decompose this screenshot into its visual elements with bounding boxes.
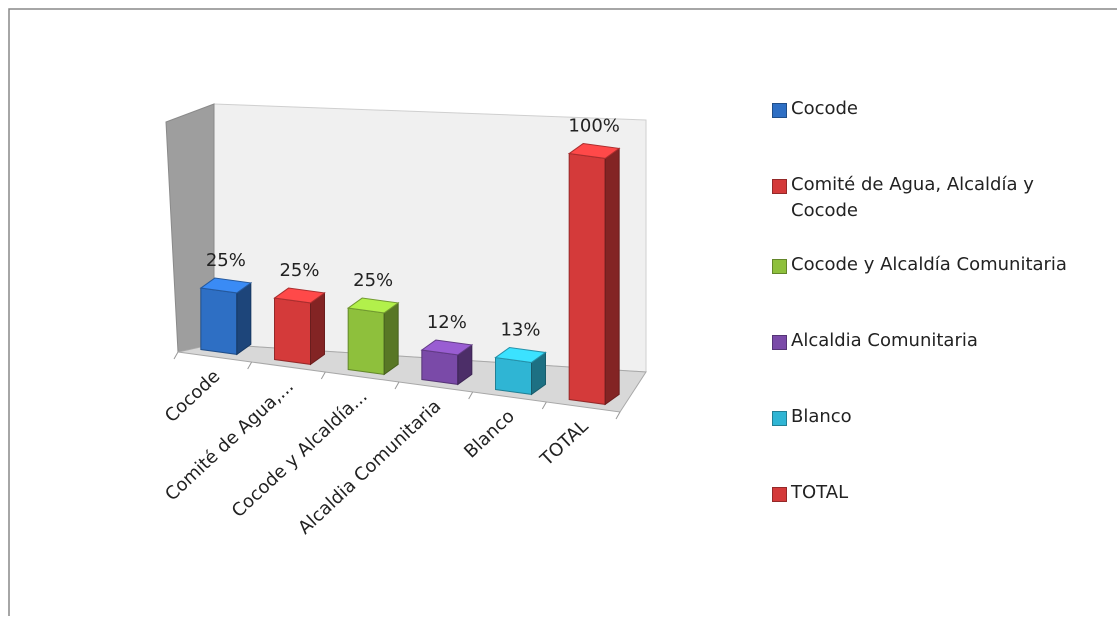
- legend-label: Blanco: [791, 406, 852, 427]
- legend-label: Comité de Agua, Alcaldía y Cocode: [791, 174, 1034, 221]
- legend-swatch: [772, 259, 787, 274]
- x-axis-tick: [173, 351, 179, 360]
- bar-top-face: [273, 287, 326, 304]
- bar-5: [494, 347, 547, 396]
- legend-item-1: Cocode: [772, 96, 1112, 122]
- bar-side-face: [236, 281, 252, 356]
- legend-label: Alcaldia Comunitaria: [791, 330, 978, 351]
- bar-side-face: [383, 301, 399, 376]
- legend-swatch: [772, 179, 787, 194]
- x-axis-tick: [394, 381, 400, 390]
- legend-swatch: [772, 103, 787, 118]
- data-label-3: 25%: [353, 270, 393, 291]
- legend-label: Cocode: [791, 98, 858, 119]
- x-axis-tick: [320, 371, 326, 380]
- bar-front-face: [274, 297, 311, 366]
- data-label-2: 25%: [279, 260, 319, 281]
- legend-item-2: Comité de Agua, Alcaldía y Cocode: [772, 172, 1112, 224]
- bar-6: [567, 143, 621, 406]
- bar-front-face: [347, 307, 385, 376]
- bar-2: [273, 287, 326, 366]
- bar-front-face: [568, 152, 606, 406]
- legend-swatch: [772, 411, 787, 426]
- data-labels-group: 25% 25% 25% 12% 13% 100%: [206, 116, 620, 341]
- x-tick-label-6: TOTAL: [536, 416, 593, 471]
- legend-swatch: [772, 487, 787, 502]
- x-tick-label-3: Cocode y Alcaldía...: [228, 386, 372, 522]
- legend-label: TOTAL: [791, 482, 849, 503]
- x-axis-tick: [615, 411, 621, 420]
- legend-item-5: Blanco: [772, 404, 1112, 430]
- x-tick-label-5: Blanco: [460, 406, 519, 463]
- x-axis-tick: [468, 391, 474, 400]
- x-axis: [173, 351, 621, 420]
- bar-4: [420, 339, 474, 386]
- legend-item-3: Cocode y Alcaldía Comunitaria: [772, 252, 1112, 278]
- legend-item-6: TOTAL: [772, 480, 1112, 506]
- bar-top-face: [420, 339, 474, 356]
- legend-swatch: [772, 335, 787, 350]
- bar-top-face: [494, 347, 547, 363]
- data-label-1: 25%: [206, 250, 246, 271]
- bar-top-face: [346, 297, 400, 314]
- chart-border: [8, 8, 1117, 616]
- bars-group: [199, 143, 621, 406]
- legend-label: Cocode y Alcaldía Comunitaria: [791, 254, 1067, 275]
- bar-3: [346, 297, 400, 376]
- bar-top-face: [567, 143, 621, 159]
- data-label-6: 100%: [568, 116, 619, 137]
- bar-front-face: [495, 356, 532, 396]
- bar-top-face: [199, 277, 253, 294]
- x-axis-tick: [247, 361, 253, 370]
- data-label-4: 12%: [427, 312, 467, 333]
- x-tick-label-1: Cocode: [161, 366, 224, 427]
- bar-1: [199, 277, 253, 356]
- bar-front-face: [200, 287, 238, 356]
- bar-side-face: [310, 291, 325, 366]
- x-axis-tick: [541, 401, 547, 410]
- bar-front-face: [421, 349, 459, 386]
- legend-item-4: Alcaldia Comunitaria: [772, 328, 1112, 354]
- bar-side-face: [604, 147, 620, 406]
- data-label-5: 13%: [500, 320, 540, 341]
- x-tick-label-4: Alcaldia Comunitaria: [294, 396, 445, 539]
